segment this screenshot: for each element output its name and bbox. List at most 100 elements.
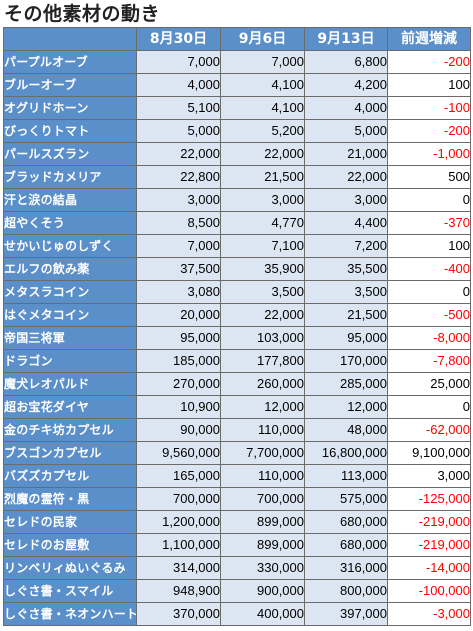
sep6-price-cell: 110,000: [220, 418, 305, 442]
weekly-change-cell: -1,000: [387, 142, 471, 166]
table-row: 金のチキ坊カプセル 90,000 110,000 48,000 -62,000: [3, 418, 471, 442]
table-row: ブラッドカメリア 22,800 21,500 22,000 500: [3, 165, 471, 189]
aug30-price-cell: 3,000: [136, 188, 221, 212]
table-row: せかいじゅのしずく 7,000 7,100 7,200 100: [3, 234, 471, 258]
price-table: 8月30日 9月6日 9月13日 前週増減 パープルオーブ 7,000 7,000 6…: [3, 27, 471, 626]
item-name-cell: パープルオーブ: [3, 50, 137, 74]
sep6-price-cell: 4,100: [220, 73, 305, 97]
sep13-price-cell: 3,000: [304, 188, 388, 212]
sep13-price-cell: 35,500: [304, 257, 388, 281]
aug30-price-cell: 270,000: [136, 372, 221, 396]
sep6-price-cell: 899,000: [220, 510, 305, 534]
aug30-price-cell: 20,000: [136, 303, 221, 327]
item-name-cell: 魔犬レオパルド: [3, 372, 137, 396]
sep6-price-cell: 12,000: [220, 395, 305, 419]
weekly-change-cell: -219,000: [387, 533, 471, 557]
sep6-price-cell: 260,000: [220, 372, 305, 396]
table-row: セレドのお屋敷 1,100,000 899,000 680,000 -219,000: [3, 533, 471, 557]
weekly-change-cell: 0: [387, 280, 471, 304]
item-name-cell: 金のチキ坊カプセル: [3, 418, 137, 442]
sep6-price-cell: 4,100: [220, 96, 305, 120]
aug30-price-cell: 314,000: [136, 556, 221, 580]
item-name-cell: せかいじゅのしずく: [3, 234, 137, 258]
sep13-price-cell: 4,400: [304, 211, 388, 235]
header-row: 8月30日 9月6日 9月13日 前週増減: [3, 27, 471, 51]
weekly-change-cell: 500: [387, 165, 471, 189]
item-name-cell: 汗と涙の結晶: [3, 188, 137, 212]
sep13-price-cell: 170,000: [304, 349, 388, 373]
sep13-price-cell: 21,500: [304, 303, 388, 327]
aug30-price-cell: 1,200,000: [136, 510, 221, 534]
item-name-cell: びっくりトマト: [3, 119, 137, 143]
item-name-cell: パールスズラン: [3, 142, 137, 166]
aug30-price-cell: 5,000: [136, 119, 221, 143]
aug30-price-cell: 90,000: [136, 418, 221, 442]
table-row: 超お宝花ダイヤ 10,900 12,000 12,000 0: [3, 395, 471, 419]
sep13-price-cell: 7,200: [304, 234, 388, 258]
page-title: その他素材の動き: [4, 3, 161, 25]
weekly-change-cell: -8,000: [387, 326, 471, 350]
aug30-price-cell: 3,080: [136, 280, 221, 304]
sep13-price-cell: 22,000: [304, 165, 388, 189]
item-name-cell: オグリドホーン: [3, 96, 137, 120]
aug30-price-cell: 948,900: [136, 579, 221, 603]
col-header-sep13: 9月13日: [304, 27, 388, 51]
weekly-change-cell: 0: [387, 188, 471, 212]
table-row: 烈魔の霊符・黒 700,000 700,000 575,000 -125,000: [3, 487, 471, 511]
item-name-cell: ブスゴンカプセル: [3, 441, 137, 465]
sep6-price-cell: 7,100: [220, 234, 305, 258]
weekly-change-cell: -14,000: [387, 556, 471, 580]
table-row: リンベリィぬいぐるみ 314,000 330,000 316,000 -14,000: [3, 556, 471, 580]
aug30-price-cell: 4,000: [136, 73, 221, 97]
sep6-price-cell: 400,000: [220, 602, 305, 626]
sep6-price-cell: 110,000: [220, 464, 305, 488]
aug30-price-cell: 37,500: [136, 257, 221, 281]
table-row: 汗と涙の結晶 3,000 3,000 3,000 0: [3, 188, 471, 212]
item-name-cell: 超やくそう: [3, 211, 137, 235]
table-row: オグリドホーン 5,100 4,100 4,000 -100: [3, 96, 471, 120]
sep6-price-cell: 21,500: [220, 165, 305, 189]
table-row: はぐメタコイン 20,000 22,000 21,500 -500: [3, 303, 471, 327]
sep13-price-cell: 113,000: [304, 464, 388, 488]
aug30-price-cell: 7,000: [136, 50, 221, 74]
sep13-price-cell: 285,000: [304, 372, 388, 396]
aug30-price-cell: 8,500: [136, 211, 221, 235]
aug30-price-cell: 10,900: [136, 395, 221, 419]
weekly-change-cell: -400: [387, 257, 471, 281]
item-name-cell: 帝国三将軍: [3, 326, 137, 350]
item-name-cell: しぐさ書・スマイル: [3, 579, 137, 603]
sep6-price-cell: 3,000: [220, 188, 305, 212]
weekly-change-cell: 25,000: [387, 372, 471, 396]
table-row: びっくりトマト 5,000 5,200 5,000 -200: [3, 119, 471, 143]
item-name-cell: しぐさ書・ネオンハート: [3, 602, 137, 626]
table-row: しぐさ書・ネオンハート 370,000 400,000 397,000 -3,000: [3, 602, 471, 626]
sep13-price-cell: 95,000: [304, 326, 388, 350]
aug30-price-cell: 5,100: [136, 96, 221, 120]
item-name-cell: リンベリィぬいぐるみ: [3, 556, 137, 580]
weekly-change-cell: -7,800: [387, 349, 471, 373]
aug30-price-cell: 22,800: [136, 165, 221, 189]
weekly-change-cell: -100: [387, 96, 471, 120]
sep13-price-cell: 6,800: [304, 50, 388, 74]
aug30-price-cell: 7,000: [136, 234, 221, 258]
weekly-change-cell: 9,100,000: [387, 441, 471, 465]
item-name-cell: セレドのお屋敷: [3, 533, 137, 557]
weekly-change-cell: -219,000: [387, 510, 471, 534]
sep13-price-cell: 4,000: [304, 96, 388, 120]
sep6-price-cell: 700,000: [220, 487, 305, 511]
aug30-price-cell: 185,000: [136, 349, 221, 373]
aug30-price-cell: 22,000: [136, 142, 221, 166]
sep6-price-cell: 5,200: [220, 119, 305, 143]
sep13-price-cell: 16,800,000: [304, 441, 388, 465]
table-row: ドラゴン 185,000 177,800 170,000 -7,800: [3, 349, 471, 373]
sep13-price-cell: 575,000: [304, 487, 388, 511]
sep13-price-cell: 48,000: [304, 418, 388, 442]
weekly-change-cell: 100: [387, 73, 471, 97]
weekly-change-cell: -3,000: [387, 602, 471, 626]
weekly-change-cell: 3,000: [387, 464, 471, 488]
table-row: メタスラコイン 3,080 3,500 3,500 0: [3, 280, 471, 304]
item-name-cell: ブラッドカメリア: [3, 165, 137, 189]
col-header-aug30: 8月30日: [136, 27, 221, 51]
table-row: パールスズラン 22,000 22,000 21,000 -1,000: [3, 142, 471, 166]
sep6-price-cell: 22,000: [220, 303, 305, 327]
